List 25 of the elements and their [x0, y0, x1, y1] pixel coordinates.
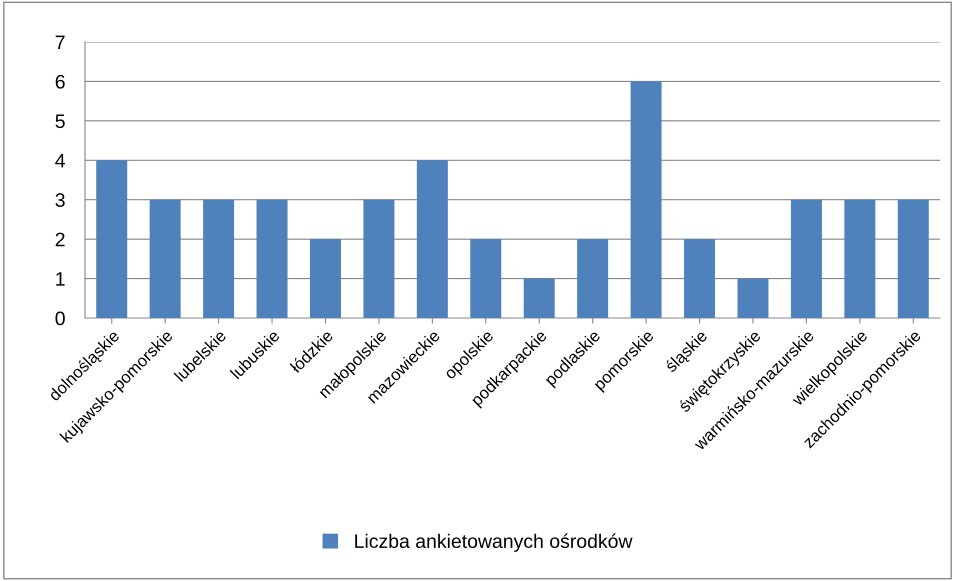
bar: [363, 200, 394, 318]
bar: [150, 200, 181, 318]
bar: [310, 239, 341, 318]
y-tick-label: 6: [56, 74, 65, 89]
bar: [898, 200, 929, 318]
bar: [844, 200, 876, 318]
bar: [684, 239, 716, 318]
y-tick-label: 4: [55, 154, 65, 168]
bar: [577, 239, 608, 318]
y-tick-label: 0: [56, 311, 65, 326]
bar: [524, 278, 555, 318]
bar: [96, 160, 128, 318]
legend-label: Liczba ankietowanych ośrodków: [355, 534, 633, 552]
y-tick-label: 2: [56, 232, 65, 246]
bar: [630, 81, 662, 318]
bar: [790, 200, 822, 318]
bar: [470, 239, 502, 318]
y-tick-label: 3: [55, 193, 65, 207]
bar: [416, 160, 448, 318]
bar: [203, 200, 234, 318]
bar: [737, 278, 768, 318]
y-tick-label: 1: [56, 272, 65, 286]
bar: [256, 200, 288, 318]
y-tick-label: 7: [56, 36, 65, 50]
y-tick-label: 5: [56, 114, 65, 128]
